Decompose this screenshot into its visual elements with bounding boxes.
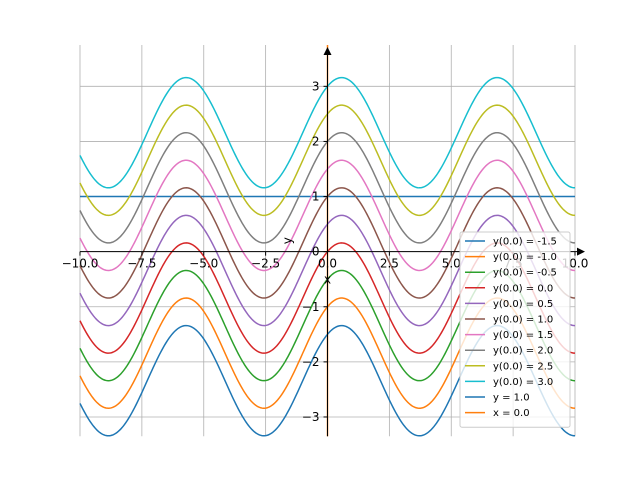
legend-label: y(0.0) = 2.0 — [493, 346, 553, 357]
y-tick-label: 1 — [312, 190, 320, 204]
legend-label: y(0.0) = 1.5 — [493, 330, 553, 341]
ticks: −10.0−7.5−5.0−2.50.02.55.07.510.0−3−2−10… — [62, 79, 589, 424]
legend-label: y(0.0) = 2.5 — [493, 361, 553, 372]
x-tick-label: 2.5 — [380, 257, 399, 271]
y-tick-label: 3 — [312, 79, 320, 93]
x-tick-label: −2.5 — [251, 257, 280, 271]
x-tick-label: 0.0 — [318, 257, 337, 271]
legend-label: x = 0.0 — [493, 408, 530, 419]
y-tick-label: −3 — [302, 410, 320, 424]
x-tick-label: −5.0 — [189, 257, 218, 271]
legend-label: y = 1.0 — [493, 393, 530, 404]
y-tick-label: −1 — [302, 300, 320, 314]
y-tick-label: 0 — [312, 245, 320, 259]
legend-label: y(0.0) = -1.0 — [493, 252, 557, 263]
legend: y(0.0) = -1.5 y(0.0) = -1.0 y(0.0) = -0.5 y… — [459, 231, 571, 428]
legend-box — [459, 231, 571, 428]
y-tick-label: 2 — [312, 134, 320, 148]
x-tick-label: −7.5 — [127, 257, 156, 271]
legend-label: y(0.0) = -1.5 — [493, 237, 557, 248]
x-axis-arrow-icon — [577, 247, 585, 256]
legend-label: y(0.0) = 1.0 — [493, 315, 553, 326]
x-axis-label: x — [324, 273, 331, 287]
x-tick-label: −10.0 — [62, 257, 99, 271]
legend-label: y(0.0) = 3.0 — [493, 377, 553, 388]
y-tick-label: −2 — [302, 355, 320, 369]
legend-label: y(0.0) = 0.5 — [493, 299, 553, 310]
y-axis-arrow-icon — [323, 47, 332, 55]
legend-label: y(0.0) = -0.5 — [493, 268, 557, 279]
x-tick-label: 5.0 — [442, 257, 461, 271]
y-axis-label: y — [281, 237, 295, 244]
legend-label: y(0.0) = 0.0 — [493, 283, 553, 294]
